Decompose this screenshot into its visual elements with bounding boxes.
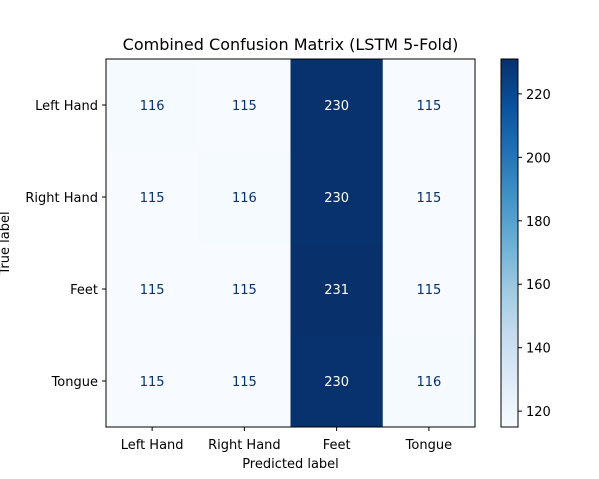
colorbar-tick-label: 120 — [526, 405, 551, 420]
cell-value-label: 230 — [324, 375, 349, 390]
cell-value-label: 115 — [232, 283, 257, 298]
x-axis-ticks: Left Hand Right Hand Feet Tongue — [121, 427, 452, 453]
cell-value-label: 116 — [416, 375, 441, 390]
x-tick-label: Tongue — [405, 438, 452, 453]
y-tick-label: Right Hand — [25, 191, 98, 206]
y-tick-label: Feet — [70, 283, 98, 298]
colorbar-gradient — [500, 58, 519, 428]
cell-value-label: 115 — [416, 99, 441, 114]
colorbar-tick-label: 180 — [526, 215, 551, 230]
cell-value-label: 115 — [416, 283, 441, 298]
heatmap-cell — [290, 243, 384, 336]
chart-title: Combined Confusion Matrix (LSTM 5-Fold) — [123, 35, 459, 54]
heatmap-cell — [106, 335, 199, 428]
cell-value-label: 230 — [324, 191, 349, 206]
x-tick-label: Feet — [323, 438, 351, 453]
cell-value-label: 115 — [140, 191, 165, 206]
cell-value-label: 115 — [140, 375, 165, 390]
cell-value-label: 115 — [232, 375, 257, 390]
heatmap-cell — [198, 335, 291, 428]
colorbar-ticks: 120 140 160 180 200 220 — [518, 88, 551, 420]
y-axis-ticks: Left Hand Right Hand Feet Tongue — [25, 99, 106, 390]
cell-value-label: 231 — [324, 283, 349, 298]
heatmap-cell — [106, 59, 199, 152]
colorbar: 120 140 160 180 200 220 — [500, 58, 551, 428]
x-tick-label: Left Hand — [121, 438, 184, 453]
heatmap-cells — [106, 59, 476, 428]
heatmap-cell — [198, 59, 291, 152]
heatmap-cell — [382, 335, 476, 428]
colorbar-tick-label: 140 — [526, 342, 551, 357]
heatmap-cell — [106, 243, 199, 336]
heatmap-cell — [106, 151, 199, 244]
heatmap-cell — [290, 151, 384, 244]
x-tick-label: Right Hand — [208, 438, 281, 453]
colorbar-tick-label: 220 — [526, 88, 551, 103]
heatmap-cell — [382, 243, 476, 336]
y-axis-label: True label — [0, 211, 13, 275]
plot-frame — [105, 58, 476, 428]
cell-value-label: 115 — [140, 283, 165, 298]
y-tick-label: Tongue — [51, 375, 98, 390]
cell-labels: 116 115 230 115 115 116 230 115 115 115 231 115 115 1… — [140, 99, 442, 390]
x-axis-label: Predicted label — [242, 457, 339, 472]
heatmap-cell — [290, 59, 384, 152]
cell-value-label: 115 — [232, 99, 257, 114]
heatmap-cell — [382, 59, 476, 152]
colorbar-tick-label: 200 — [526, 151, 551, 166]
heatmap-cell — [198, 151, 291, 244]
cell-value-label: 116 — [232, 191, 257, 206]
heatmap-cell — [382, 151, 476, 244]
cell-value-label: 230 — [324, 99, 349, 114]
heatmap-cell — [198, 243, 291, 336]
colorbar-tick-label: 160 — [526, 278, 551, 293]
cell-value-label: 115 — [416, 191, 441, 206]
cell-value-label: 116 — [140, 99, 165, 114]
heatmap-cell — [290, 335, 384, 428]
y-tick-label: Left Hand — [35, 99, 98, 114]
